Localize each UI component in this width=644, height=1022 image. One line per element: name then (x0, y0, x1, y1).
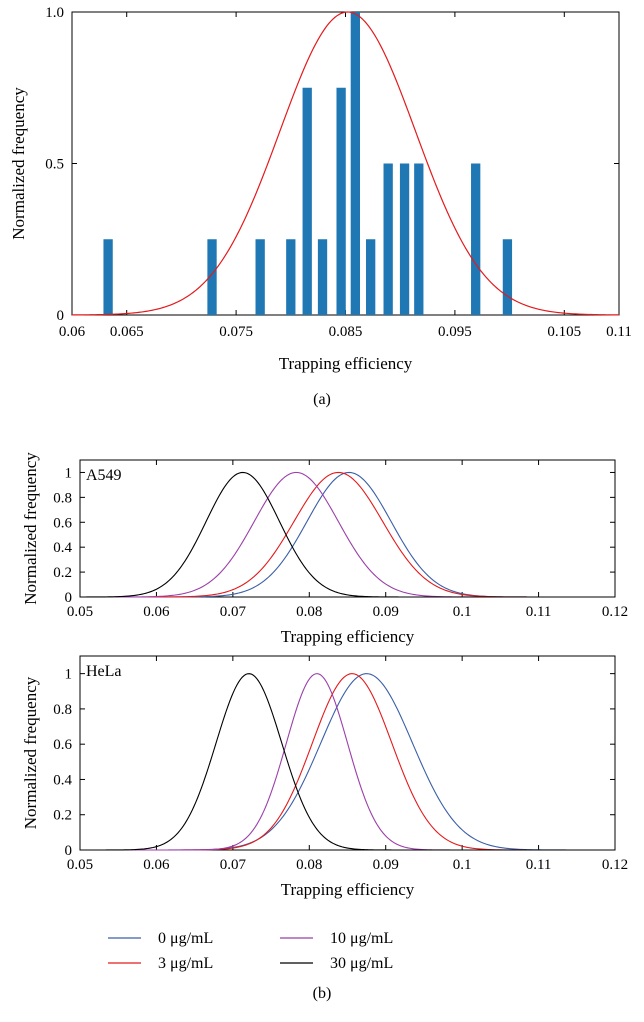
y-tick-label: 0.4 (53, 772, 72, 788)
plot-frame (79, 459, 616, 598)
x-axis-label: Trapping efficiency (281, 627, 415, 646)
y-axis-label: Normalized frequency (21, 452, 40, 605)
y-tick-label: 0.2 (53, 808, 72, 824)
histogram-bar (399, 163, 410, 315)
series-line (80, 673, 615, 851)
x-tick-label: 0.065 (110, 324, 144, 340)
y-tick-label: 0.6 (53, 515, 72, 531)
x-tick-label: 0.09 (373, 604, 399, 620)
legend-item: 30 μg/mL (280, 955, 393, 972)
x-tick-label: 0.11 (606, 324, 632, 340)
histogram-bar (207, 239, 217, 315)
histogram-bar (383, 163, 393, 315)
x-tick-label: 0.06 (143, 857, 170, 873)
series-line (80, 471, 615, 598)
x-tick-label: 0.08 (296, 604, 322, 620)
y-tick-label: 0.5 (45, 157, 64, 173)
panel-b-a549: 0.05 0.06 0.07 0.08 0.09 0.1 0.11 0.12 0 0.2 0.4 0.… (21, 452, 628, 646)
x-tick-label: 0.085 (329, 324, 363, 340)
panel-b-hela: 0.05 0.06 0.07 0.08 0.09 0.1 0.11 0.12 0 0.2 0.4 0.… (21, 655, 628, 899)
y-tick-label: 1.0 (45, 5, 64, 21)
x-axis-label: Trapping efficiency (281, 880, 415, 899)
legend: 0 μg/mL 3 μg/mL 10 μg/mL 30 μg/mL (108, 930, 393, 972)
y-tick-label: 0 (65, 590, 73, 606)
x-tick-label: 0.05 (67, 604, 93, 620)
legend-label: 0 μg/mL (158, 930, 213, 947)
x-axis-label: Trapping efficiency (279, 354, 413, 373)
y-tick-label: 0.6 (53, 737, 72, 753)
x-tick-label: 0.08 (296, 857, 322, 873)
y-axis-label: Normalized frequency (9, 87, 28, 240)
legend-item: 0 μg/mL (108, 930, 213, 947)
histogram-bar (414, 163, 424, 315)
y-tick-label: 1 (65, 465, 73, 481)
x-tick-label: 0.07 (220, 604, 247, 620)
series-line (80, 471, 615, 598)
panel-a-histogram: 0.06 0.065 0.075 0.085 0.095 0.105 0.11 0 0.5 1.0… (9, 5, 632, 373)
y-tick-label: 0.8 (53, 702, 72, 718)
plot-frame (79, 655, 616, 851)
histogram-bar (255, 239, 265, 315)
histogram-bar (502, 239, 513, 315)
series-line (80, 673, 615, 851)
x-tick-label: 0.075 (219, 324, 253, 340)
y-tick-label: 0 (65, 843, 73, 859)
x-tick-label: 0.1 (453, 857, 472, 873)
gaussian-fit-line (71, 11, 620, 316)
y-tick-label: 0.4 (53, 540, 72, 556)
histogram-bar (336, 87, 346, 315)
x-tick-label: 0.06 (143, 604, 170, 620)
y-axis-label: Normalized frequency (21, 676, 40, 829)
cell-line-label: HeLa (86, 663, 122, 680)
histogram-bar (302, 87, 312, 315)
legend-label: 30 μg/mL (330, 955, 393, 972)
y-tick-label: 0.8 (53, 490, 72, 506)
x-tick-label: 0.06 (59, 324, 86, 340)
x-tick-label: 0.09 (373, 857, 399, 873)
x-tick-label: 0.11 (526, 604, 552, 620)
caption-a: (a) (313, 391, 331, 408)
legend-item: 10 μg/mL (280, 930, 393, 947)
legend-label: 3 μg/mL (158, 955, 213, 972)
series-line (80, 471, 615, 598)
series-line (80, 673, 615, 851)
histogram-bar (366, 239, 376, 315)
x-tick-label: 0.105 (547, 324, 581, 340)
histogram-bar (317, 239, 328, 315)
legend-label: 10 μg/mL (330, 930, 393, 947)
histogram-bar (471, 163, 481, 315)
histogram-bar (350, 12, 360, 315)
y-tick-label: 1 (65, 667, 73, 683)
x-tick-label: 0.12 (602, 604, 628, 620)
series-line (80, 471, 615, 598)
legend-item: 3 μg/mL (108, 955, 213, 972)
x-tick-label: 0.12 (602, 857, 628, 873)
x-tick-label: 0.11 (526, 857, 552, 873)
cell-line-label: A549 (86, 467, 122, 484)
x-tick-label: 0.07 (220, 857, 247, 873)
series-line (80, 673, 615, 851)
y-tick-label: 0.2 (53, 565, 72, 581)
x-tick-label: 0.1 (453, 604, 472, 620)
x-tick-label: 0.095 (438, 324, 472, 340)
caption-b: (b) (313, 985, 332, 1002)
y-tick-label: 0 (57, 308, 65, 324)
histogram-bar (286, 239, 296, 315)
x-tick-label: 0.05 (67, 857, 93, 873)
histogram-bar (103, 239, 113, 315)
